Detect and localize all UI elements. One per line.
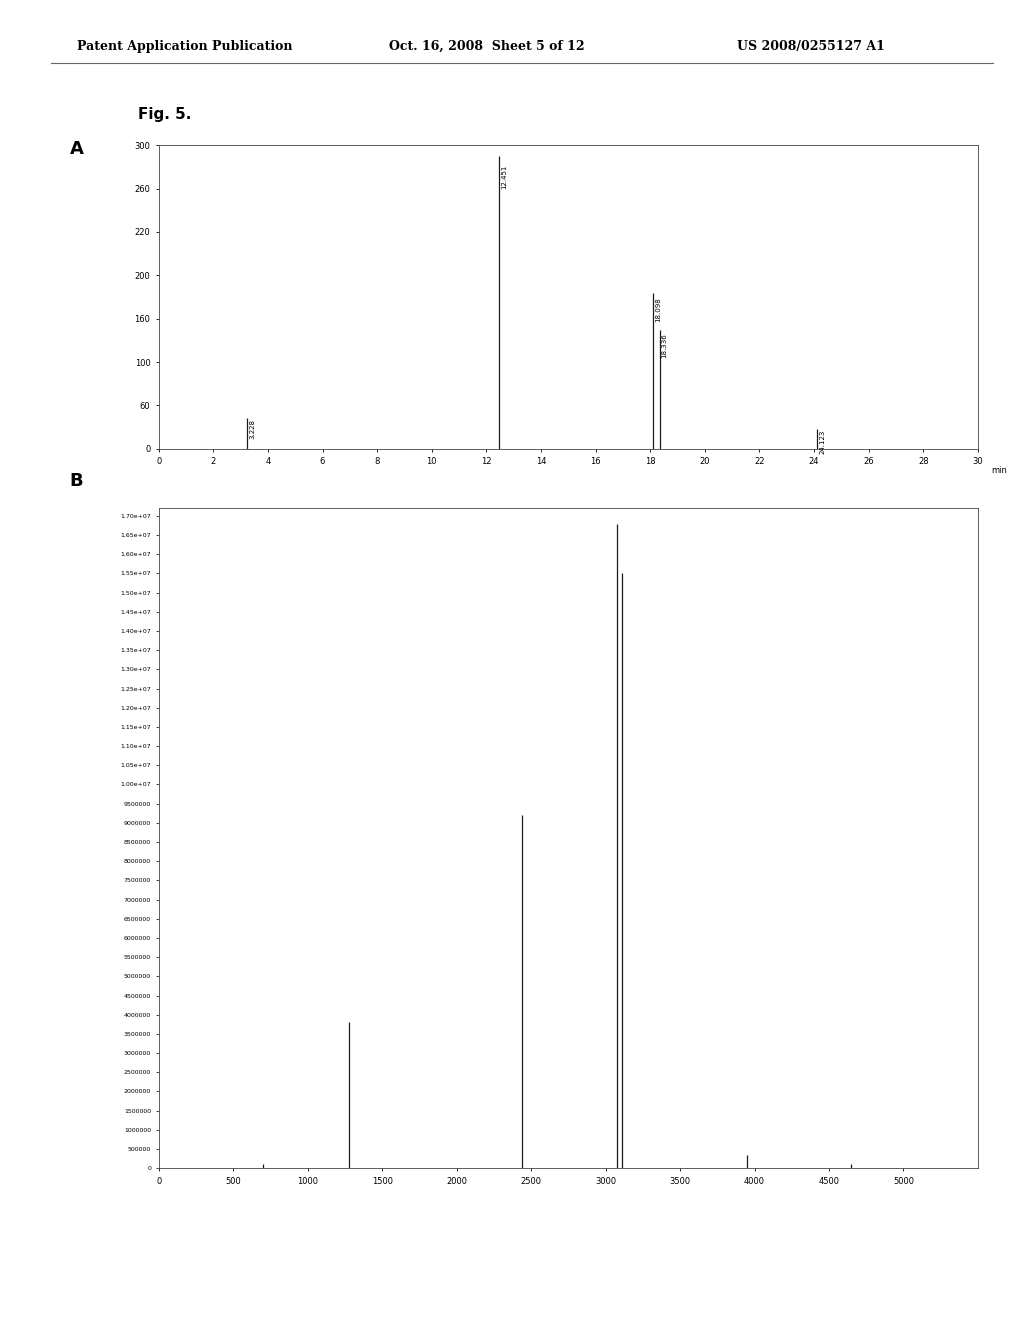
Text: min: min xyxy=(991,466,1008,475)
Text: 12.451: 12.451 xyxy=(501,165,507,189)
Text: 18.336: 18.336 xyxy=(662,333,668,358)
Text: B: B xyxy=(70,471,83,490)
Text: Fig. 5.: Fig. 5. xyxy=(138,107,191,121)
Text: US 2008/0255127 A1: US 2008/0255127 A1 xyxy=(737,40,885,53)
Text: Patent Application Publication: Patent Application Publication xyxy=(77,40,292,53)
Text: 18.098: 18.098 xyxy=(655,297,662,322)
Text: 24.123: 24.123 xyxy=(819,430,825,454)
Text: A: A xyxy=(70,140,84,158)
Text: Oct. 16, 2008  Sheet 5 of 12: Oct. 16, 2008 Sheet 5 of 12 xyxy=(389,40,585,53)
Text: 3.228: 3.228 xyxy=(249,420,255,440)
